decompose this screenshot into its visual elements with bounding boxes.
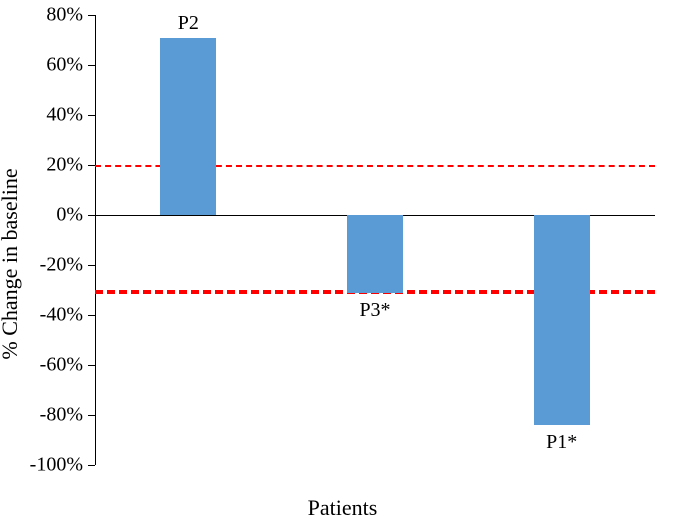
y-tick-mark xyxy=(88,115,95,116)
bar-label: P3* xyxy=(359,299,390,322)
bar xyxy=(160,38,216,216)
y-tick-mark xyxy=(88,365,95,366)
bar xyxy=(347,215,403,293)
y-tick-mark xyxy=(88,15,95,16)
x-axis-title: Patients xyxy=(0,495,685,521)
y-tick-label: -60% xyxy=(40,354,83,377)
y-tick-mark xyxy=(88,315,95,316)
chart-container: % Change in baseline Patients 80% 60% 40% 2… xyxy=(0,0,685,527)
bar xyxy=(534,215,590,425)
y-tick-label: 20% xyxy=(46,154,83,177)
y-tick-mark xyxy=(88,165,95,166)
bar-label: P2 xyxy=(178,12,199,35)
y-tick-label: 0% xyxy=(56,204,83,227)
y-tick-label: -100% xyxy=(30,454,83,477)
y-axis-line xyxy=(95,15,96,465)
y-axis-title: % Change in baseline xyxy=(0,168,23,359)
plot-area: 80%60%40%20%0%-20%-40%-60%-80%-100%P2P3*… xyxy=(95,15,655,465)
y-tick-label: -20% xyxy=(40,254,83,277)
y-tick-mark xyxy=(88,65,95,66)
y-tick-label: 40% xyxy=(46,104,83,127)
y-tick-label: 60% xyxy=(46,54,83,77)
bar-label: P1* xyxy=(546,431,577,454)
y-tick-label: -80% xyxy=(40,404,83,427)
y-tick-mark xyxy=(88,465,95,466)
y-tick-label: 80% xyxy=(46,4,83,27)
y-tick-mark xyxy=(88,415,95,416)
y-tick-mark xyxy=(88,215,95,216)
y-tick-mark xyxy=(88,265,95,266)
y-tick-label: -40% xyxy=(40,304,83,327)
